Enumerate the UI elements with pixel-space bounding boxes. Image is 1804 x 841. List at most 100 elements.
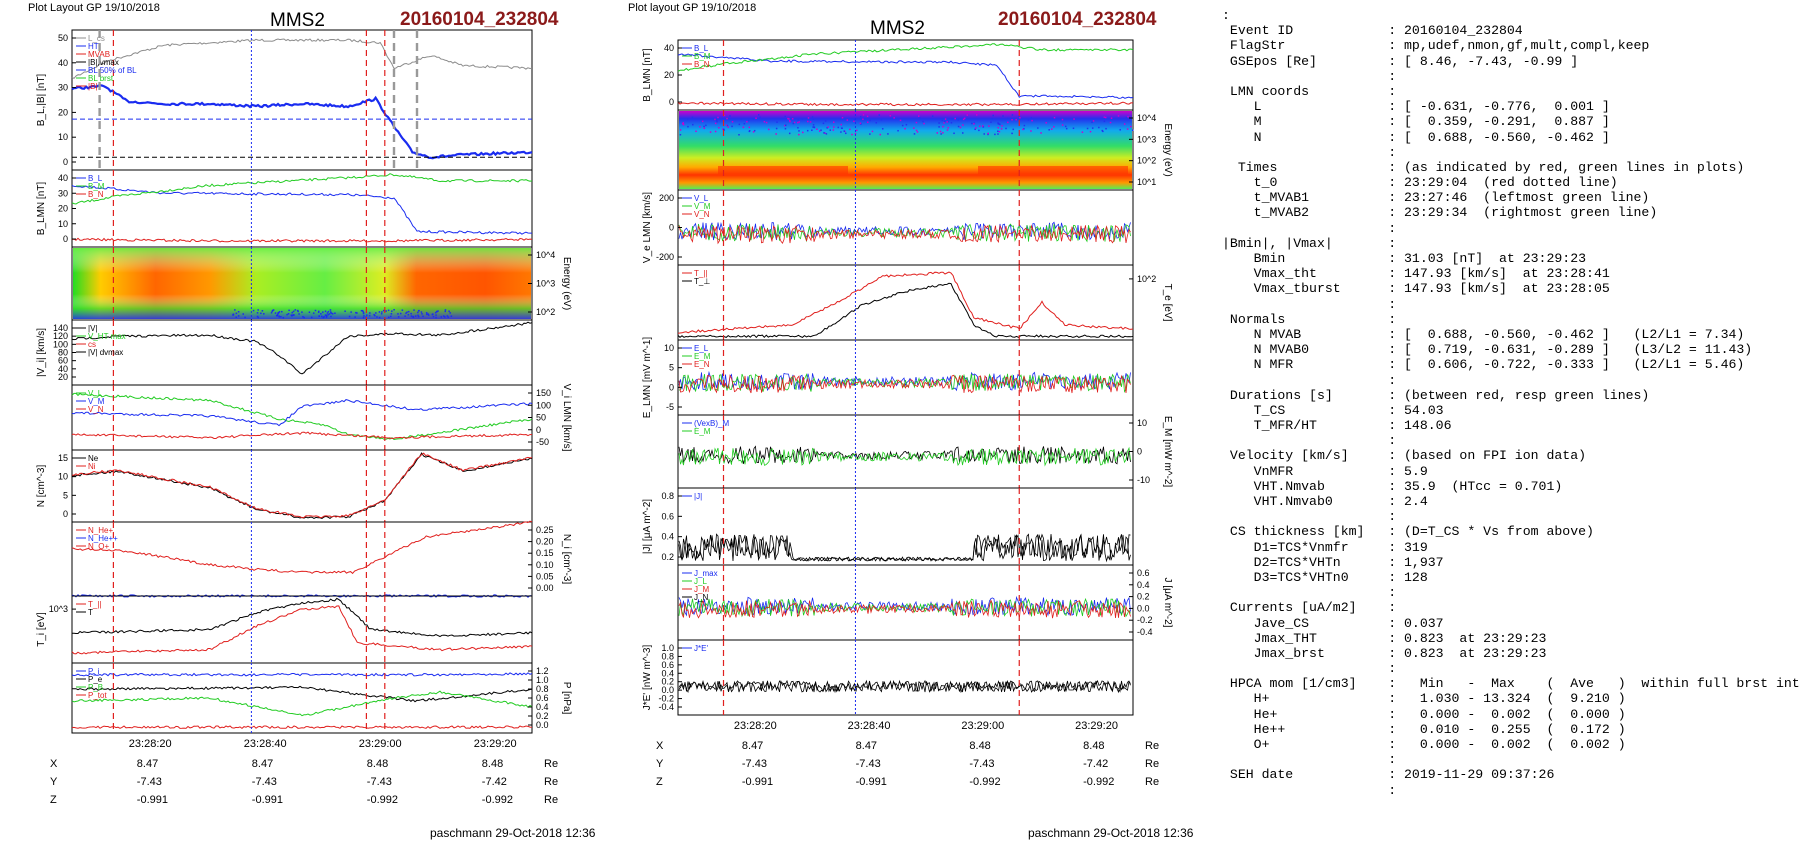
spectrogram-pixel (998, 130, 1001, 133)
right-panel-4: 10^2 T_e [eV] T_||T_⊥ (677, 264, 1173, 341)
spectrogram-pixel (288, 309, 290, 312)
orbit-unit: Re (544, 758, 559, 770)
info-line: VHT.Nmvab : 35.9 (HTcc = 0.701) (1222, 478, 1563, 494)
spectrogram-pixel (853, 120, 855, 123)
legend-label: BL brst (88, 74, 114, 83)
orbit-value: -0.992 (969, 776, 1001, 788)
orbit-value: -7.43 (136, 776, 162, 788)
spectrogram-pixel (272, 309, 275, 311)
spectrogram-pixel (957, 119, 959, 121)
spectrogram-pixel (405, 312, 407, 314)
spectrogram-pixel (997, 122, 999, 125)
info-line: D3=TCS*VHTn0 : 128 (1222, 569, 1428, 585)
orbit-value: -0.992 (481, 794, 513, 806)
info-line: VnMFR : 5.9 (1222, 463, 1428, 479)
spectrogram-pixel (679, 133, 682, 136)
spectrogram-pixel (369, 312, 371, 314)
spectrogram-pixel (302, 316, 304, 318)
legend-label: N_He+ (88, 526, 113, 535)
spectrogram-pixel (1048, 129, 1050, 131)
spectrogram-pixel (727, 126, 730, 128)
spectrogram-pixel (878, 114, 881, 116)
spectrogram-pixel (282, 316, 285, 319)
y-axis-label: E_M [mW m^-2] (1162, 416, 1173, 488)
orbit-value: -7.43 (969, 758, 995, 770)
series-line-t- (71, 605, 533, 655)
spectrogram-pixel (859, 122, 862, 125)
spectrogram-pixel (1053, 116, 1056, 119)
legend-label: J_N (694, 593, 708, 602)
spectrogram-pixel (406, 311, 408, 313)
spectrogram-pixel (276, 313, 279, 316)
spectrogram-pixel (373, 313, 375, 316)
spectrogram-pixel (975, 114, 978, 116)
right-event-title: 20160104_232804 (998, 9, 1157, 30)
y-tick-label: 0.6 (536, 693, 549, 703)
spectrogram-pixel (942, 131, 944, 134)
spectrogram-pixel (854, 132, 857, 135)
spectrogram-pixel (893, 117, 895, 119)
series-line-ni (71, 452, 533, 520)
spectrogram-pixel (938, 126, 940, 128)
spectrogram-pixel (1002, 115, 1004, 117)
spectrogram-pixel (330, 312, 333, 314)
spectrogram-pixel (738, 123, 741, 126)
y-axis-label: J*E' [nW m^-3] (642, 645, 653, 711)
spectrogram-pixel (1104, 116, 1107, 119)
spectrogram-pixel (331, 313, 334, 315)
spectrogram-pixel (1091, 121, 1093, 124)
left-panel-9: 1.21.00.80.60.40.20.0 P [nPa] P_iP_eP_BP_t… (71, 662, 572, 734)
spectrogram-pixel (881, 128, 884, 130)
spectrogram-pixel (1098, 126, 1100, 129)
spectrogram-pixel (1022, 128, 1024, 131)
legend-label: J_M (694, 585, 709, 594)
spectrogram-pixel (292, 310, 295, 313)
spectrogram-pixel (382, 309, 385, 312)
info-line: : (1222, 144, 1397, 160)
y-tick-label: 0.8 (661, 651, 674, 661)
spectrogram-pixel (381, 311, 383, 313)
spectrogram-pixel (281, 310, 283, 313)
spectrogram-pixel (447, 316, 450, 318)
spectrogram-pixel (324, 314, 327, 316)
y-tick-label: 10 (58, 132, 68, 142)
y-tick-label: 0.4 (661, 668, 674, 678)
spectrogram-pixel (791, 118, 794, 120)
orbit-row-label: X (50, 758, 58, 770)
y-tick-label: 40 (58, 364, 68, 374)
spectrogram-pixel (913, 127, 915, 129)
info-line: t_MVAB2 : 23:29:34 (rightmost green line… (1222, 205, 1658, 221)
spectrogram-pixel (979, 125, 981, 127)
spectrogram-pixel (326, 312, 329, 314)
spectrogram-pixel (947, 120, 949, 123)
info-line: : (1222, 372, 1397, 388)
y-tick-label: -5 (666, 402, 674, 412)
y-tick-label: 10^4 (536, 250, 555, 260)
spectrogram-pixel (407, 313, 410, 316)
spectrogram-pixel (257, 309, 259, 311)
spectrogram-pixel (322, 311, 324, 313)
orbit-value: -7.42 (481, 776, 507, 788)
fluctuation-trace (678, 221, 1131, 241)
spectrogram-pixel (286, 313, 288, 316)
spectrogram-pixel (327, 310, 330, 313)
spectrogram-pixel (348, 315, 351, 318)
left-panel-7: 0.25 0.200.15 0.100.05 0.00 N_i [cm^-3] N_He+… (71, 520, 572, 598)
spectrogram-pixel (812, 124, 815, 126)
spectrogram-pixel (363, 315, 365, 317)
y-tick-label: 40 (58, 58, 68, 68)
spectrogram-pixel (280, 315, 282, 318)
spectrogram-pixel (275, 314, 278, 317)
spectrogram-pixel (1006, 117, 1009, 120)
orbit-row-label: Z (656, 776, 663, 788)
panel-frame (71, 169, 533, 248)
spectrogram-pixel (743, 122, 746, 125)
info-line: N MVAB : [ 0.688, -0.560, -0.462 ] (L2/L… (1222, 326, 1745, 342)
y-tick-label: 50 (58, 33, 68, 43)
time-label: 23:29:00 (358, 738, 402, 750)
legend-label: B_L (694, 44, 709, 53)
y-tick-label: 0.4 (536, 702, 549, 712)
spectrogram-pixel (832, 121, 835, 123)
spectrogram-pixel (427, 314, 430, 316)
spectrogram-pixel (793, 121, 796, 124)
